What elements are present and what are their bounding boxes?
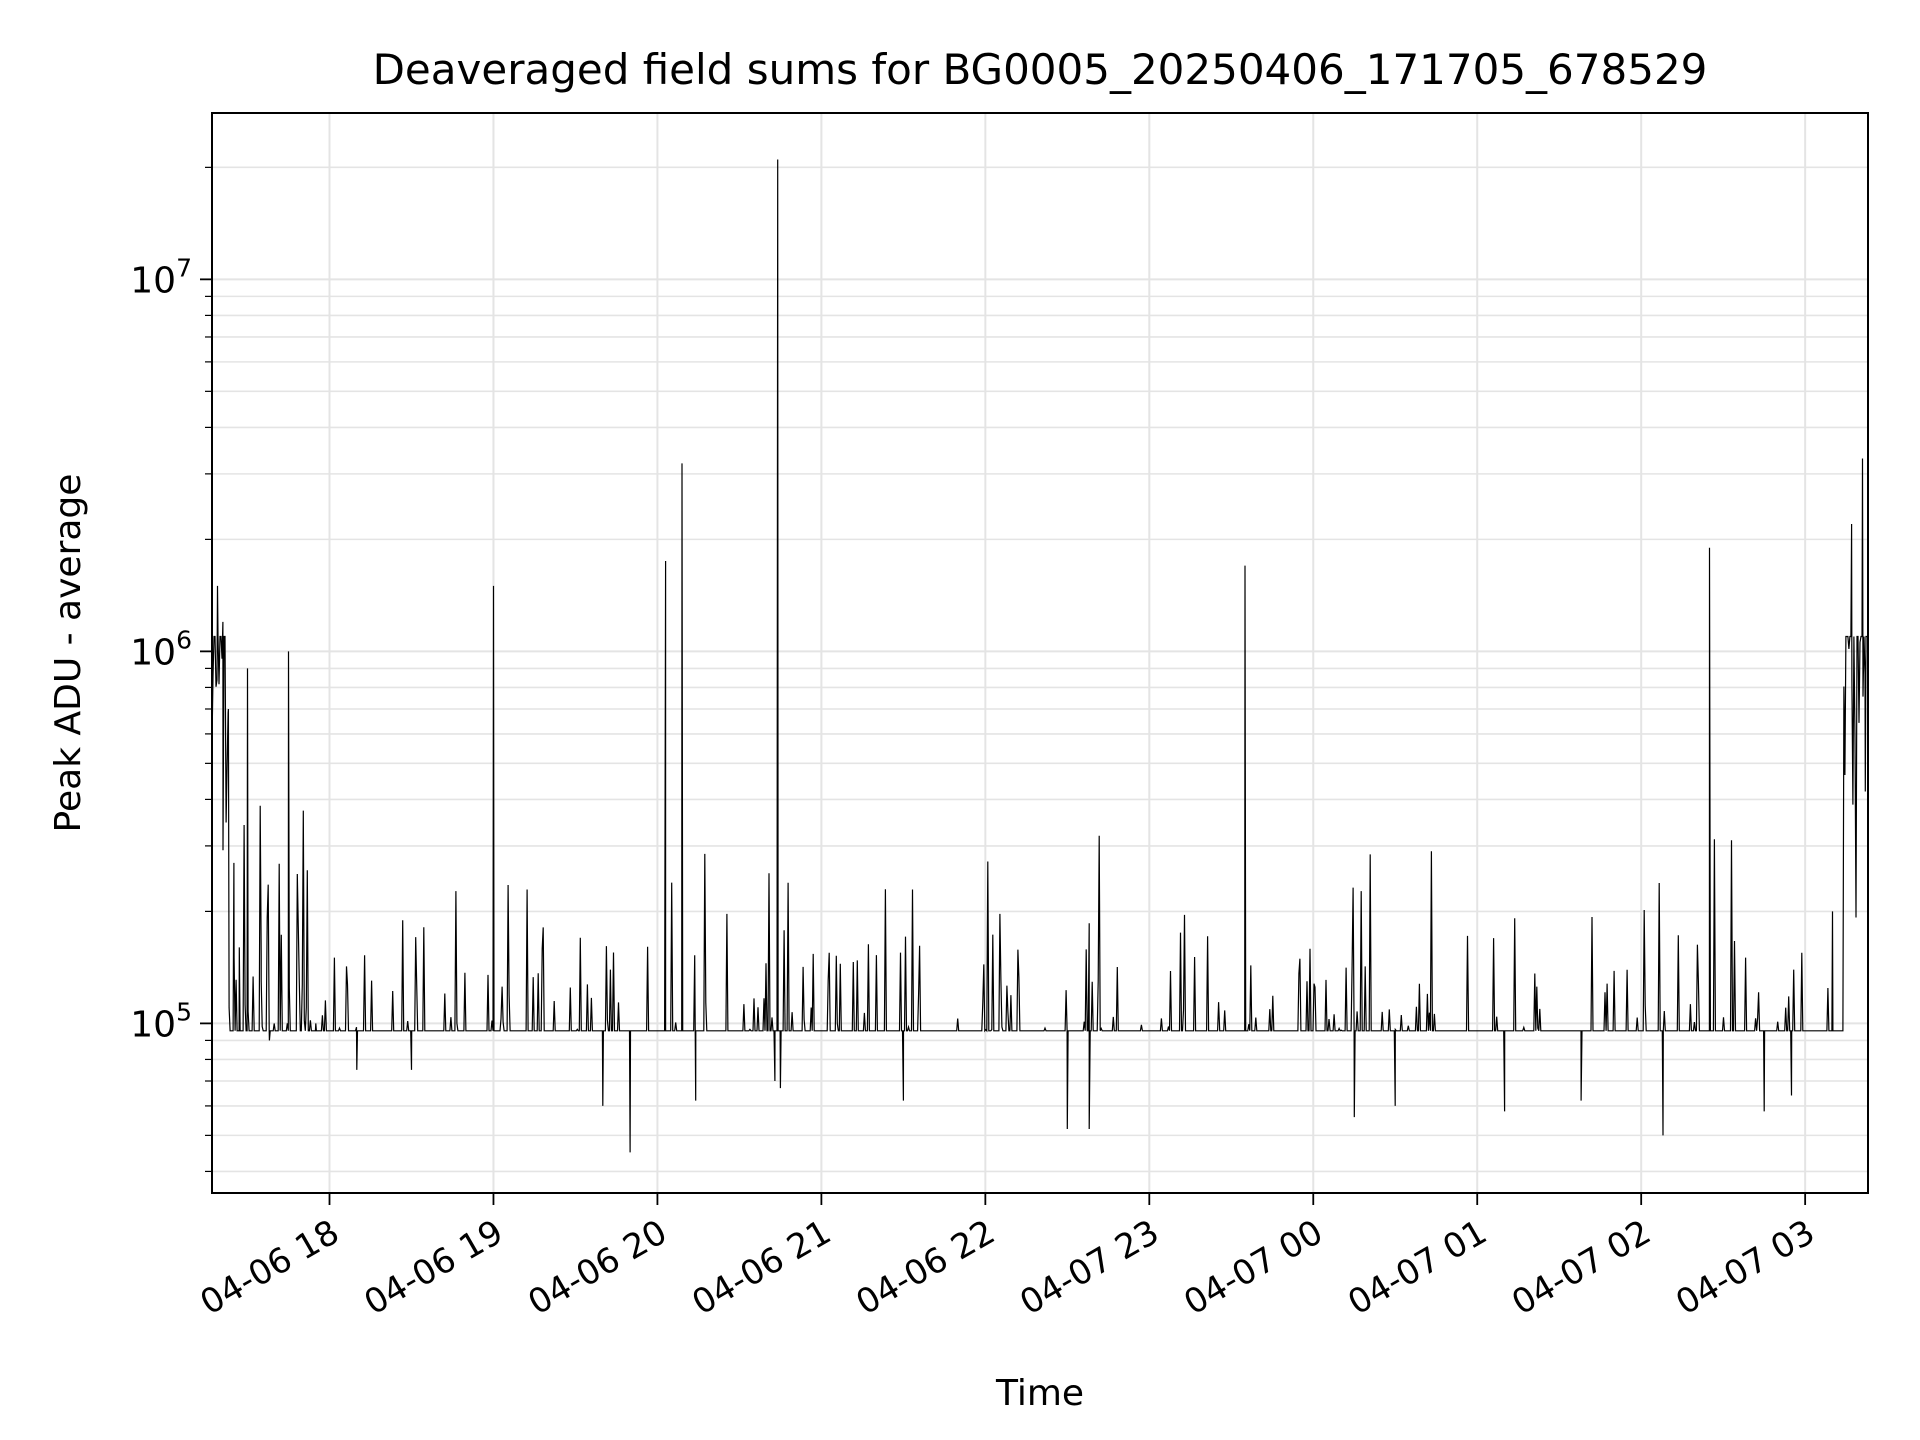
chart-title: Deaveraged field sums for BG0005_2025040…	[373, 45, 1708, 94]
y-tick-label: 105	[130, 997, 192, 1045]
x-axis-label: Time	[995, 1373, 1084, 1414]
series-line	[211, 159, 1868, 1153]
y-axis: 105 106 107	[130, 166, 212, 1173]
plot-area	[211, 159, 1868, 1153]
grid	[212, 113, 1868, 1193]
plot-frame	[211, 112, 1869, 1194]
y-tick-label: 107	[130, 253, 192, 301]
y-axis-label: Peak ADU - average	[48, 474, 89, 833]
y-tick-label: 106	[130, 625, 192, 673]
